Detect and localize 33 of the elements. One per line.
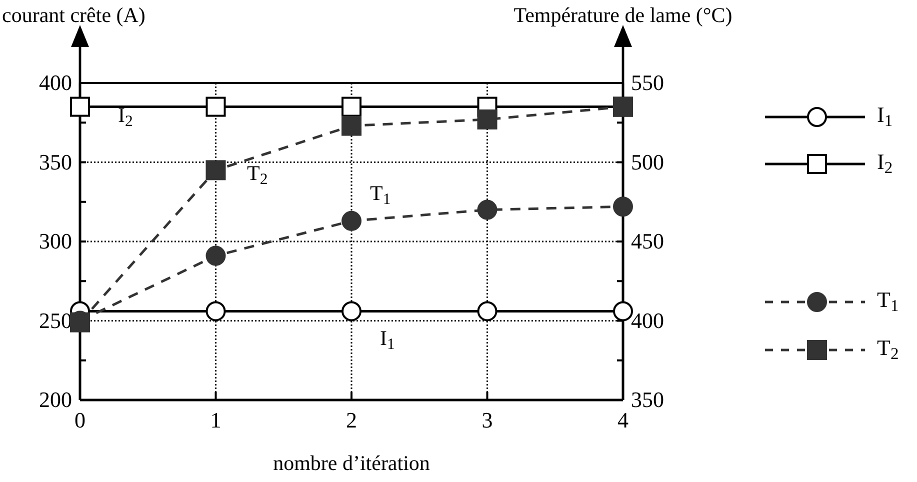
y2-tick-label: 350 — [631, 387, 664, 412]
legend-label: I$_{1}$ — [877, 102, 893, 130]
annotation: I$_{2}$ — [118, 103, 133, 130]
point — [206, 246, 226, 266]
x-tick-label: 3 — [482, 408, 493, 433]
x-tick-label: 0 — [74, 408, 86, 433]
y2-axis-title: Température de lame (°C) — [514, 3, 732, 27]
annotation: T$_{2}$ — [247, 161, 268, 188]
legend-label: T$_{2}$ — [877, 335, 899, 364]
x-axis-title: nombre d’itération — [273, 451, 430, 475]
legend-label: I$_{2}$ — [877, 149, 893, 178]
x-tick-label: 4 — [618, 408, 628, 433]
annotation: T$_{1}$ — [370, 181, 391, 208]
point — [70, 312, 90, 332]
x-tick-label: 1 — [210, 408, 222, 433]
point — [613, 196, 633, 217]
point — [477, 200, 498, 220]
y2-tick-label: 550 — [631, 70, 664, 96]
y-tick-label: 200 — [39, 387, 72, 412]
y2-tick-label: 500 — [631, 149, 664, 174]
x-tick-label: 2 — [346, 408, 357, 433]
annotation: I$_{1}$ — [380, 326, 395, 353]
point — [342, 116, 362, 136]
y-tick-label: 400 — [39, 70, 72, 96]
y2-tick-label: 400 — [631, 308, 664, 333]
y-axis-title: courant crête (A) — [2, 3, 146, 27]
point — [477, 109, 498, 130]
y-tick-label: 350 — [39, 149, 72, 174]
point — [206, 160, 226, 180]
y-tick-label: 300 — [39, 228, 72, 254]
y2-tick-label: 450 — [631, 228, 664, 254]
legend-label: T$_{1}$ — [877, 287, 899, 316]
point — [342, 210, 362, 231]
